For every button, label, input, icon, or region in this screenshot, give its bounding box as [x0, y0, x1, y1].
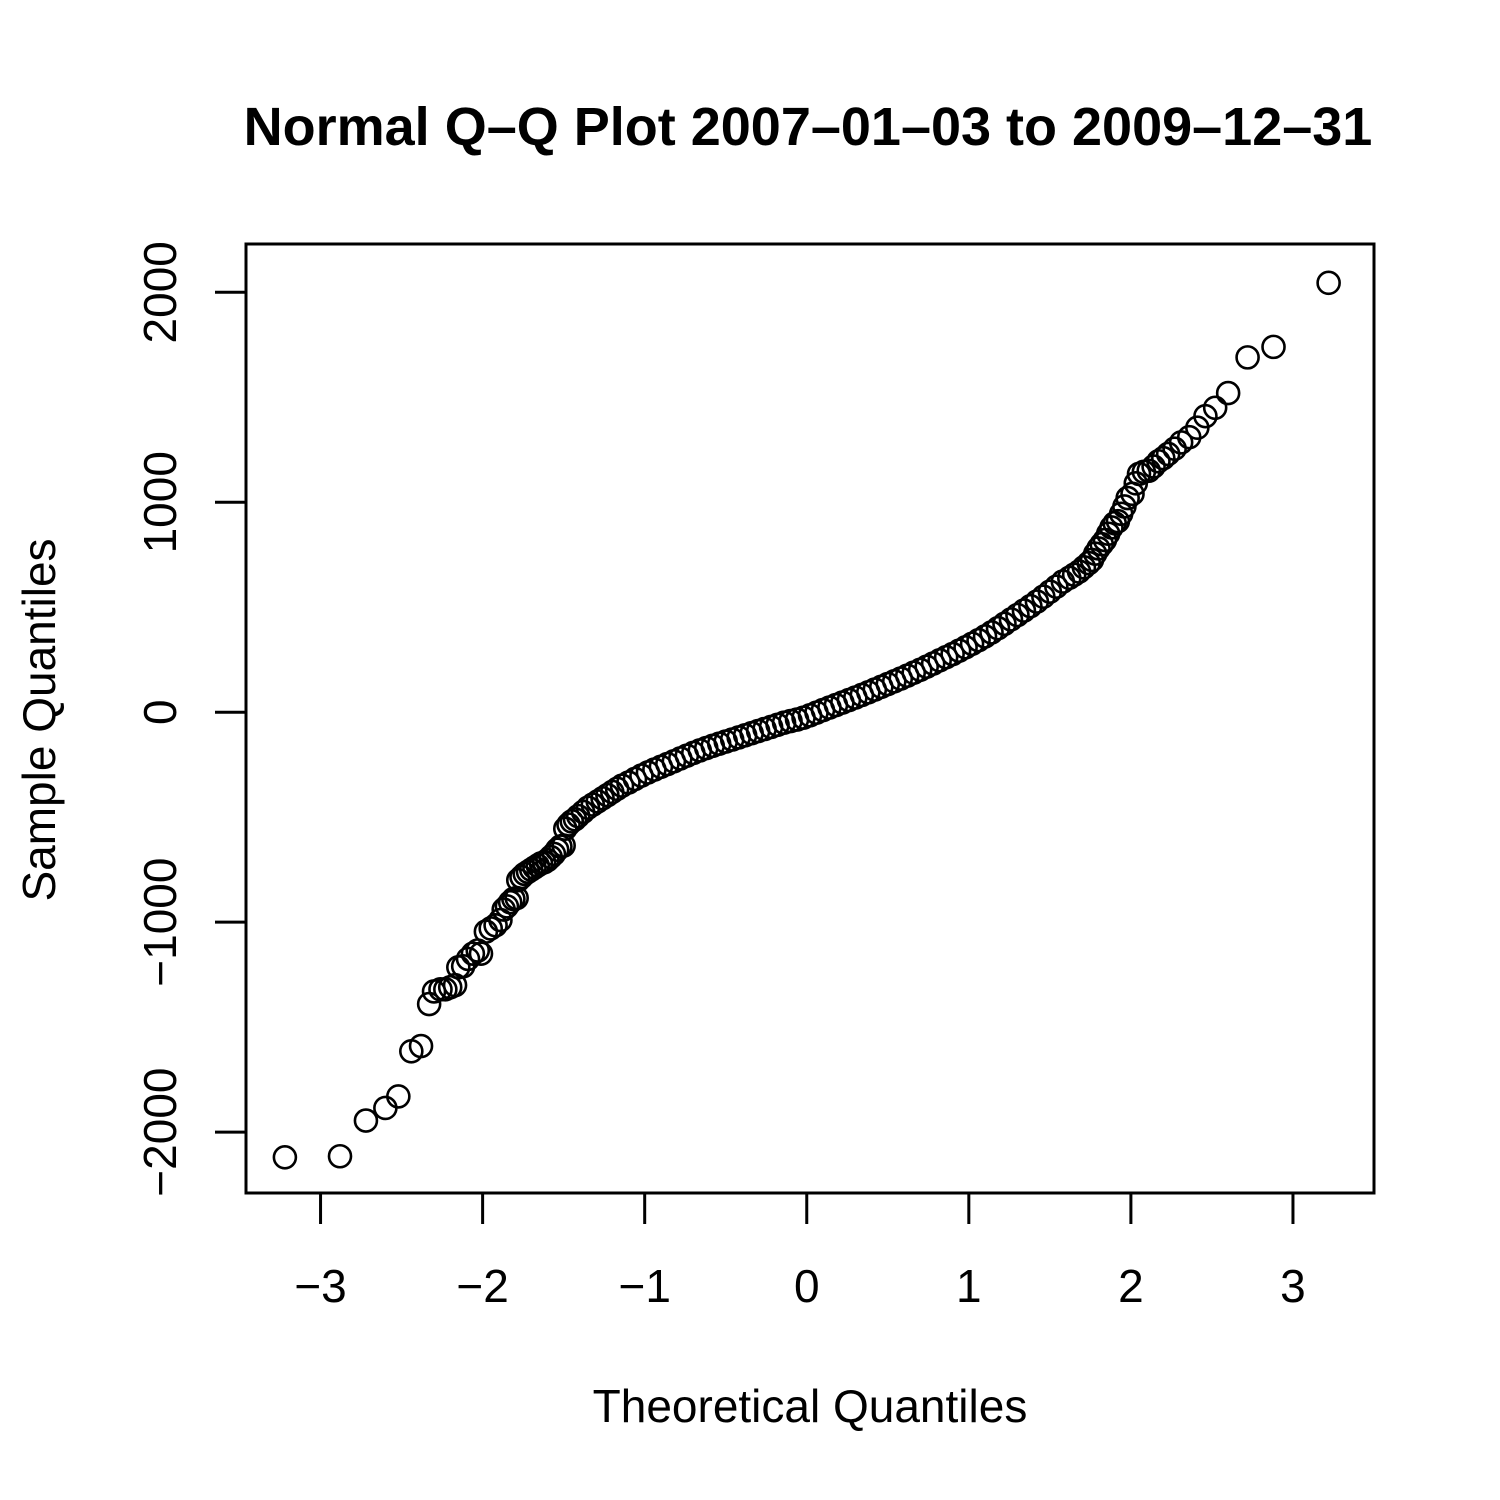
data-point: [998, 607, 1024, 632]
data-point: [1011, 598, 1037, 623]
data-point: [1176, 424, 1202, 450]
data-point: [1316, 270, 1341, 296]
data-point: [972, 624, 998, 649]
x-tick-label: 1: [956, 1260, 982, 1312]
x-tick-label: −1: [618, 1260, 670, 1312]
data-point: [1018, 593, 1043, 619]
x-tick-label: −3: [294, 1260, 346, 1312]
x-tick-label: 0: [794, 1260, 820, 1312]
x-axis-title: Theoretical Quantiles: [593, 1380, 1028, 1432]
data-point: [985, 615, 1011, 641]
data-point: [386, 1084, 411, 1109]
data-point: [327, 1143, 353, 1169]
y-axis: −2000 −1000 0 1000 2000: [134, 241, 248, 1197]
y-axis-title: Sample Quantiles: [13, 538, 65, 901]
data-point: [1115, 485, 1140, 511]
data-point: [497, 889, 523, 915]
data-point: [460, 941, 486, 966]
data-point: [483, 913, 508, 938]
data-point: [992, 611, 1017, 637]
data-point: [1005, 602, 1030, 628]
data-point: [353, 1108, 379, 1133]
x-tick-label: 2: [1118, 1260, 1144, 1312]
data-point: [373, 1095, 398, 1121]
data-points: [272, 270, 1341, 1170]
data-point: [1202, 395, 1228, 421]
data-point: [544, 837, 570, 863]
y-tick-label: 2000: [134, 241, 186, 343]
data-point: [1044, 574, 1069, 599]
data-point: [1235, 345, 1260, 370]
data-point: [272, 1145, 298, 1170]
chart-title: Normal Q–Q Plot 2007–01–03 to 2009–12–31: [244, 97, 1373, 157]
y-tick-label: 1000: [134, 451, 186, 553]
plot-frame: [244, 242, 1376, 1195]
y-tick-label: 0: [134, 699, 186, 725]
y-tick-label: −2000: [134, 1068, 186, 1197]
y-tick-label: −1000: [134, 858, 186, 987]
data-point: [1215, 380, 1241, 406]
data-point: [408, 1033, 434, 1059]
x-tick-label: 3: [1280, 1260, 1306, 1312]
data-point: [1261, 334, 1286, 360]
data-point: [979, 620, 1004, 645]
x-axis: −3 −2 −1 0 1 2 3: [294, 1191, 1306, 1312]
x-tick-label: −2: [456, 1260, 508, 1312]
